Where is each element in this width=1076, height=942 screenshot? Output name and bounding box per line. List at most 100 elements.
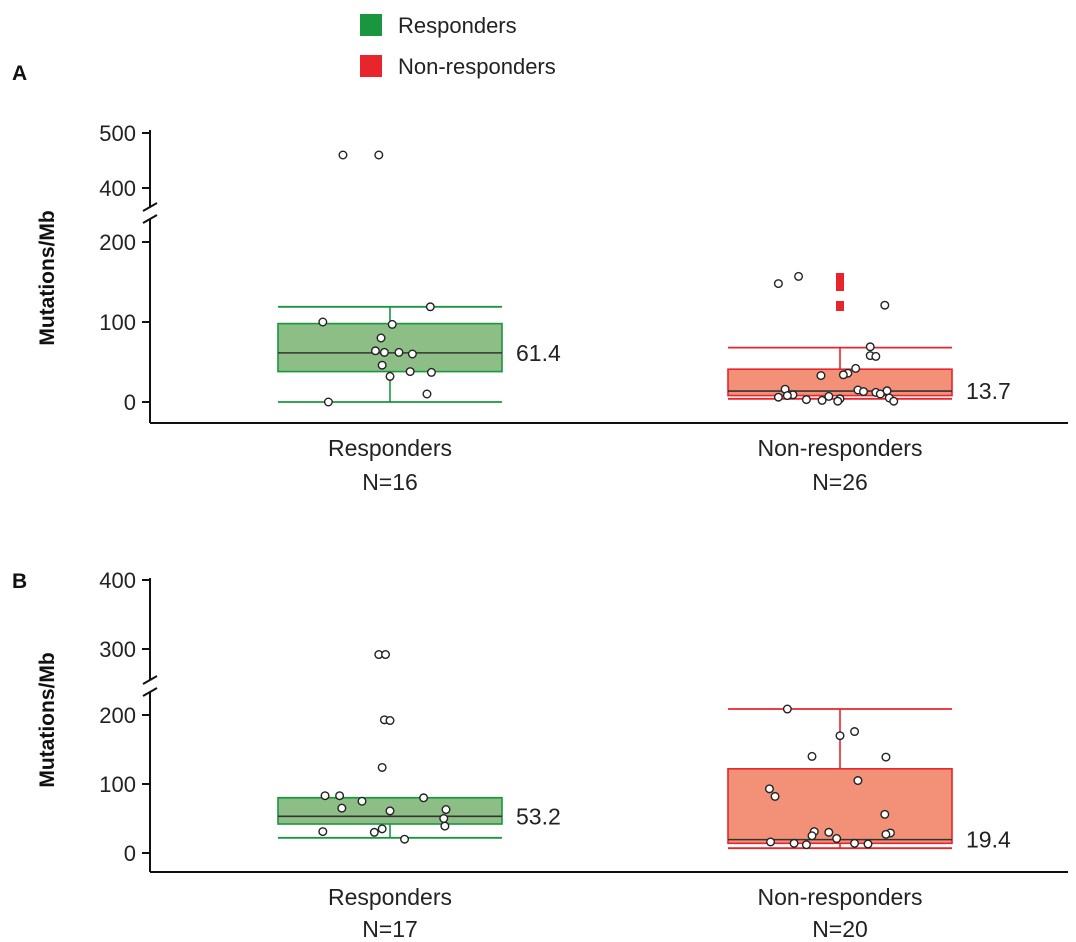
data-point (400, 834, 410, 844)
data-point (853, 776, 863, 786)
data-point (766, 837, 776, 847)
outlier-marker (836, 273, 844, 283)
data-point (824, 827, 834, 837)
data-point (835, 731, 845, 741)
y-tick-label: 500 (99, 121, 136, 146)
data-point (385, 806, 395, 816)
data-point (405, 367, 415, 377)
x-category-count: N=26 (812, 469, 868, 495)
axis-break-mark (142, 202, 158, 212)
data-point (801, 395, 811, 405)
data-point (881, 829, 891, 839)
x-category-count: N=16 (362, 469, 418, 495)
data-point (369, 827, 379, 837)
data-point (880, 300, 890, 310)
outlier-marker (836, 301, 844, 311)
data-point (318, 317, 328, 327)
data-point (377, 360, 387, 370)
data-point (764, 784, 774, 794)
data-point (850, 727, 860, 737)
data-point (370, 346, 380, 356)
data-point (338, 150, 348, 160)
data-point (419, 793, 429, 803)
legend-swatch-non-responders (360, 55, 382, 77)
data-point (773, 392, 783, 402)
data-point (838, 370, 848, 380)
data-point (381, 650, 391, 660)
data-point (832, 834, 842, 844)
data-point (377, 762, 387, 772)
data-point (865, 342, 875, 352)
panel-b-y-axis-label: Mutations/Mb (36, 652, 59, 787)
axis-break-mark (142, 687, 158, 697)
x-category-label: Non-responders (758, 884, 923, 910)
data-point (816, 371, 826, 381)
outlier-marker (836, 281, 844, 291)
x-category-label: Responders (328, 435, 452, 461)
data-point (320, 791, 330, 801)
x-category-count: N=20 (812, 916, 868, 942)
y-tick-label: 400 (99, 176, 136, 201)
data-point (407, 349, 417, 359)
x-category-count: N=17 (362, 916, 418, 942)
y-tick-label: 100 (99, 310, 136, 335)
y-axis: 0 100 200 400 500 (99, 121, 1068, 424)
data-point (871, 351, 881, 361)
data-point (889, 396, 899, 406)
y-tick-label: 300 (99, 637, 136, 662)
axis-break-mark (142, 214, 158, 224)
median-label: 61.4 (516, 340, 561, 366)
panel-b-label: B (12, 570, 27, 593)
data-point (387, 319, 397, 329)
legend-label-non-responders: Non-responders (398, 54, 556, 79)
data-point (773, 279, 783, 289)
panel-a: A Mutations/Mb 0 100 200 400 500 61.4 Responde… (12, 62, 1068, 495)
data-point (385, 371, 395, 381)
x-category-label: Non-responders (758, 435, 923, 461)
box (277, 322, 503, 373)
legend-label-responders: Responders (398, 13, 517, 38)
panel-a-label: A (12, 62, 27, 85)
panel-b: B Mutations/Mb 0 100 200 300 400 53.2 Responde… (12, 568, 1068, 942)
axis-break-mark (142, 675, 158, 685)
data-point (789, 838, 799, 848)
data-point (782, 391, 792, 401)
y-tick-label: 400 (99, 568, 136, 593)
box-group-non-responders: 19.4 Non-responders N=20 (727, 704, 1011, 942)
data-point (770, 791, 780, 801)
data-point (425, 302, 435, 312)
data-point (323, 397, 333, 407)
y-tick-label: 0 (124, 390, 136, 415)
median-label: 53.2 (516, 803, 561, 829)
data-point (439, 814, 449, 824)
data-point (441, 805, 451, 815)
y-axis: 0 100 200 300 400 (99, 568, 1068, 873)
data-point (881, 752, 891, 762)
data-point (850, 838, 860, 848)
data-point (374, 150, 384, 160)
data-point (379, 347, 389, 357)
data-point (337, 803, 347, 813)
y-tick-label: 100 (99, 772, 136, 797)
data-point (859, 387, 869, 397)
x-category-label: Responders (328, 884, 452, 910)
data-point (824, 391, 834, 401)
data-point (801, 840, 811, 850)
data-point (851, 363, 861, 373)
y-tick-label: 200 (99, 230, 136, 255)
data-point (794, 271, 804, 281)
data-point (426, 367, 436, 377)
box (727, 768, 953, 845)
median-label: 13.7 (966, 378, 1011, 404)
legend: Responders Non-responders (360, 13, 556, 79)
data-point (335, 791, 345, 801)
data-point (377, 824, 387, 834)
median-label: 19.4 (966, 827, 1011, 853)
panel-a-y-axis-label: Mutations/Mb (36, 210, 59, 345)
legend-swatch-responders (360, 14, 382, 36)
y-tick-label: 200 (99, 703, 136, 728)
data-point (318, 827, 328, 837)
box-group-responders: 53.2 Responders N=17 (277, 650, 561, 942)
data-point (385, 716, 395, 726)
